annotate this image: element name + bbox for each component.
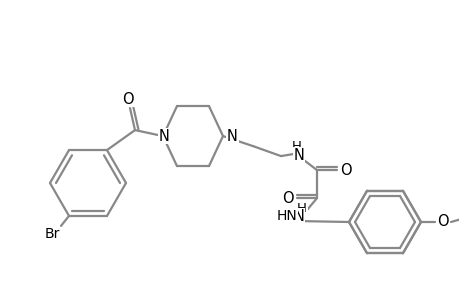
Text: O: O	[122, 92, 134, 106]
Text: H: H	[291, 140, 301, 153]
Text: O: O	[436, 214, 448, 230]
Text: N: N	[158, 129, 169, 144]
Text: Br: Br	[44, 227, 60, 241]
Text: N: N	[293, 208, 304, 224]
Text: N: N	[293, 148, 304, 163]
Text: O: O	[340, 163, 351, 178]
Text: HN: HN	[276, 209, 297, 223]
Text: O: O	[281, 190, 293, 206]
Text: N: N	[226, 129, 237, 144]
Text: H: H	[297, 202, 306, 214]
